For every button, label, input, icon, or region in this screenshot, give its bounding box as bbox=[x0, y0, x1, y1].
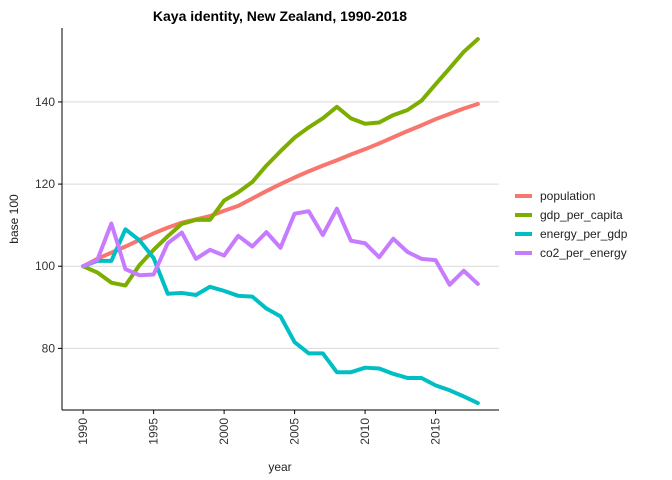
series-line-co2_per_energy bbox=[81, 206, 480, 287]
legend-label: co2_per_energy bbox=[540, 246, 627, 260]
y-tick-label: 80 bbox=[42, 341, 56, 355]
series-line-population bbox=[81, 101, 480, 269]
x-tick-label: 2005 bbox=[288, 418, 302, 445]
chart-title: Kaya identity, New Zealand, 1990-2018 bbox=[153, 8, 407, 24]
y-tick-label: 140 bbox=[35, 95, 55, 109]
x-tick-label: 2015 bbox=[429, 418, 443, 445]
x-tick-label: 1995 bbox=[147, 418, 161, 445]
series-layer bbox=[81, 37, 480, 406]
x-tick-label: 2000 bbox=[217, 418, 231, 445]
legend-item: gdp_per_capita bbox=[515, 208, 623, 222]
series-line-energy_per_gdp bbox=[81, 227, 480, 406]
legend: population gdp_per_capita energy_per_gdpco… bbox=[515, 189, 628, 260]
x-tick-label: 2010 bbox=[358, 418, 372, 445]
legend-label: population bbox=[540, 189, 595, 203]
grid-layer bbox=[62, 101, 499, 349]
x-axis-title: year bbox=[268, 460, 291, 474]
tick-layer: 80 100 120 140 1990 1995 2000 2005 2010 2015 bbox=[35, 95, 443, 445]
axes-layer bbox=[61, 28, 499, 411]
legend-item: co2_per_energy bbox=[515, 246, 627, 260]
legend-item: energy_per_gdp bbox=[515, 227, 628, 241]
legend-label: gdp_per_capita bbox=[540, 208, 623, 222]
x-tick-label: 1990 bbox=[76, 418, 90, 445]
legend-item: population bbox=[515, 189, 595, 203]
y-tick-label: 100 bbox=[35, 259, 55, 273]
legend-label: energy_per_gdp bbox=[540, 227, 628, 241]
y-axis-title: base 100 bbox=[7, 194, 21, 244]
y-tick-label: 120 bbox=[35, 177, 55, 191]
